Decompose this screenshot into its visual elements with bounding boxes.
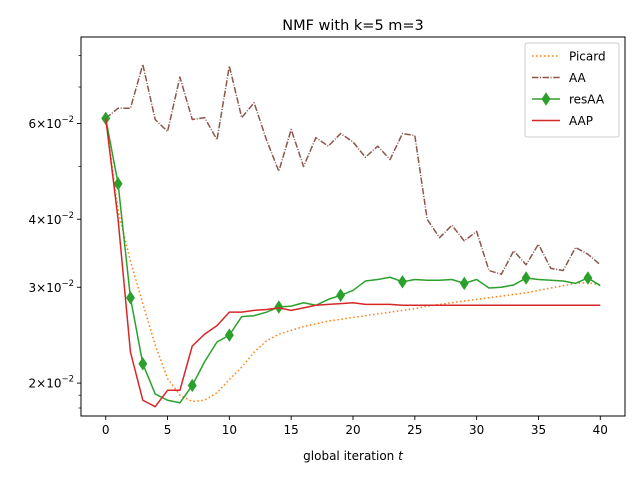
x-tick-label: 0 [102, 423, 110, 437]
x-axis: 0 5 10 15 20 25 30 35 40 [102, 416, 608, 437]
x-axis-label: global iteration t [303, 449, 404, 463]
data-point-resaa [125, 291, 135, 305]
legend-label-picard: Picard [569, 50, 606, 64]
data-point-resaa [397, 275, 407, 289]
data-point-resaa [113, 176, 123, 191]
series-line-aap [104, 118, 601, 408]
series-line-resaa [104, 118, 601, 404]
y-tick-label: 2×10−2 [29, 375, 75, 391]
data-point-resaa [187, 378, 197, 393]
x-tick-label: 10 [222, 423, 237, 437]
data-point-resaa [138, 357, 148, 371]
x-axis-label-text: global iteration [303, 449, 394, 463]
legend-item-aap: AAP [532, 114, 593, 128]
legend-label-aap: AAP [569, 114, 593, 128]
y-tick-label: 4×10−2 [29, 211, 75, 227]
x-tick-label: 25 [407, 423, 422, 437]
series-resaa [101, 111, 601, 404]
legend-item-resaa: resAA [532, 92, 605, 107]
series-line-aa [105, 63, 601, 275]
plot-area [80, 36, 626, 417]
x-tick-label: 30 [469, 423, 484, 437]
data-point-resaa [583, 271, 593, 285]
chart-title: NMF with k=5 m=3 [282, 18, 424, 34]
legend-item-aa: AA [532, 71, 587, 85]
x-tick-label: 20 [345, 423, 360, 437]
x-tick-label: 35 [531, 423, 546, 437]
data-point-resaa [336, 288, 346, 302]
x-tick-label: 40 [593, 423, 608, 437]
legend-label-aa: AA [569, 71, 587, 85]
data-point-resaa [224, 328, 234, 342]
data-point-resaa [459, 276, 469, 291]
data-point-resaa [521, 271, 531, 285]
x-axis-label-variable: t [398, 449, 404, 463]
series-layer [101, 63, 601, 408]
x-tick-label: 5 [164, 423, 172, 437]
legend-item-picard: Picard [532, 50, 606, 64]
legend-marker-resaa [541, 92, 551, 106]
series-aap [104, 118, 601, 408]
y-axis: 2×10−2 3×10−2 4×10−2 6×10−2 [29, 55, 81, 409]
y-tick-label: 3×10−2 [29, 279, 75, 295]
data-point-resaa [274, 300, 284, 314]
y-tick-label: 6×10−2 [29, 115, 75, 131]
legend: Picard AA resAA AAP [524, 42, 620, 138]
legend-box [524, 42, 620, 138]
series-aa [105, 63, 601, 275]
legend-label-resaa: resAA [569, 93, 605, 107]
x-tick-label: 15 [284, 423, 299, 437]
